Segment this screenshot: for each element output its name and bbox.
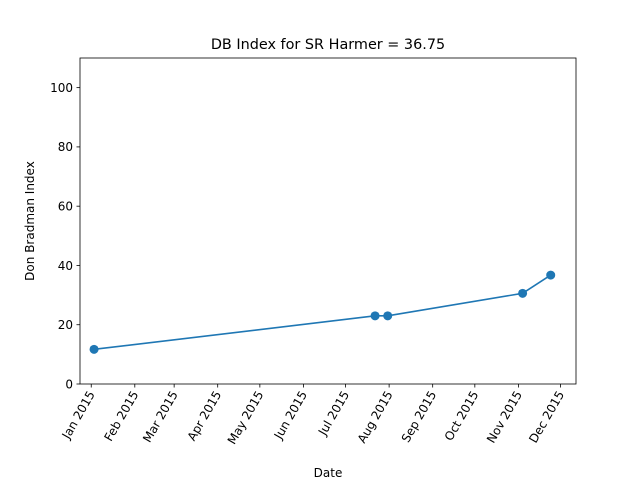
y-tick-label: 100	[50, 81, 73, 95]
y-tick-label: 80	[58, 140, 73, 154]
x-tick-label: Jul 2015	[315, 389, 352, 439]
x-tick-label: Feb 2015	[101, 389, 141, 444]
y-axis: 0 20 40 60 80 100	[50, 81, 80, 391]
x-tick-label: Nov 2015	[484, 389, 525, 446]
data-point	[370, 311, 380, 321]
x-tick-label: Mar 2015	[140, 389, 181, 445]
x-tick-label: Jun 2015	[271, 389, 310, 443]
data-point	[383, 311, 393, 321]
y-tick-label: 60	[58, 199, 73, 213]
data-point	[89, 344, 99, 354]
y-tick-label: 20	[58, 318, 73, 332]
x-tick-label: Jan 2015	[59, 389, 98, 443]
x-tick-label: Sep 2015	[399, 389, 440, 445]
data-point	[546, 270, 556, 280]
y-axis-label: Don Bradman Index	[23, 161, 37, 281]
series-layer	[89, 270, 556, 354]
x-tick-label: Oct 2015	[442, 389, 482, 444]
plot-border	[79, 57, 577, 385]
x-tick-label: Aug 2015	[355, 389, 396, 446]
chart-title: DB Index for SR Harmer = 36.75	[211, 37, 445, 53]
plot-frame	[80, 58, 576, 384]
y-tick-label: 40	[58, 259, 73, 273]
x-tick-label: Dec 2015	[526, 389, 567, 446]
y-tick-label: 0	[65, 377, 73, 391]
x-tick-label: Apr 2015	[185, 389, 225, 444]
data-point	[518, 288, 528, 298]
x-axis-label: Date	[314, 466, 343, 480]
plot-area	[79, 57, 577, 385]
x-tick-label: May 2015	[225, 389, 267, 447]
